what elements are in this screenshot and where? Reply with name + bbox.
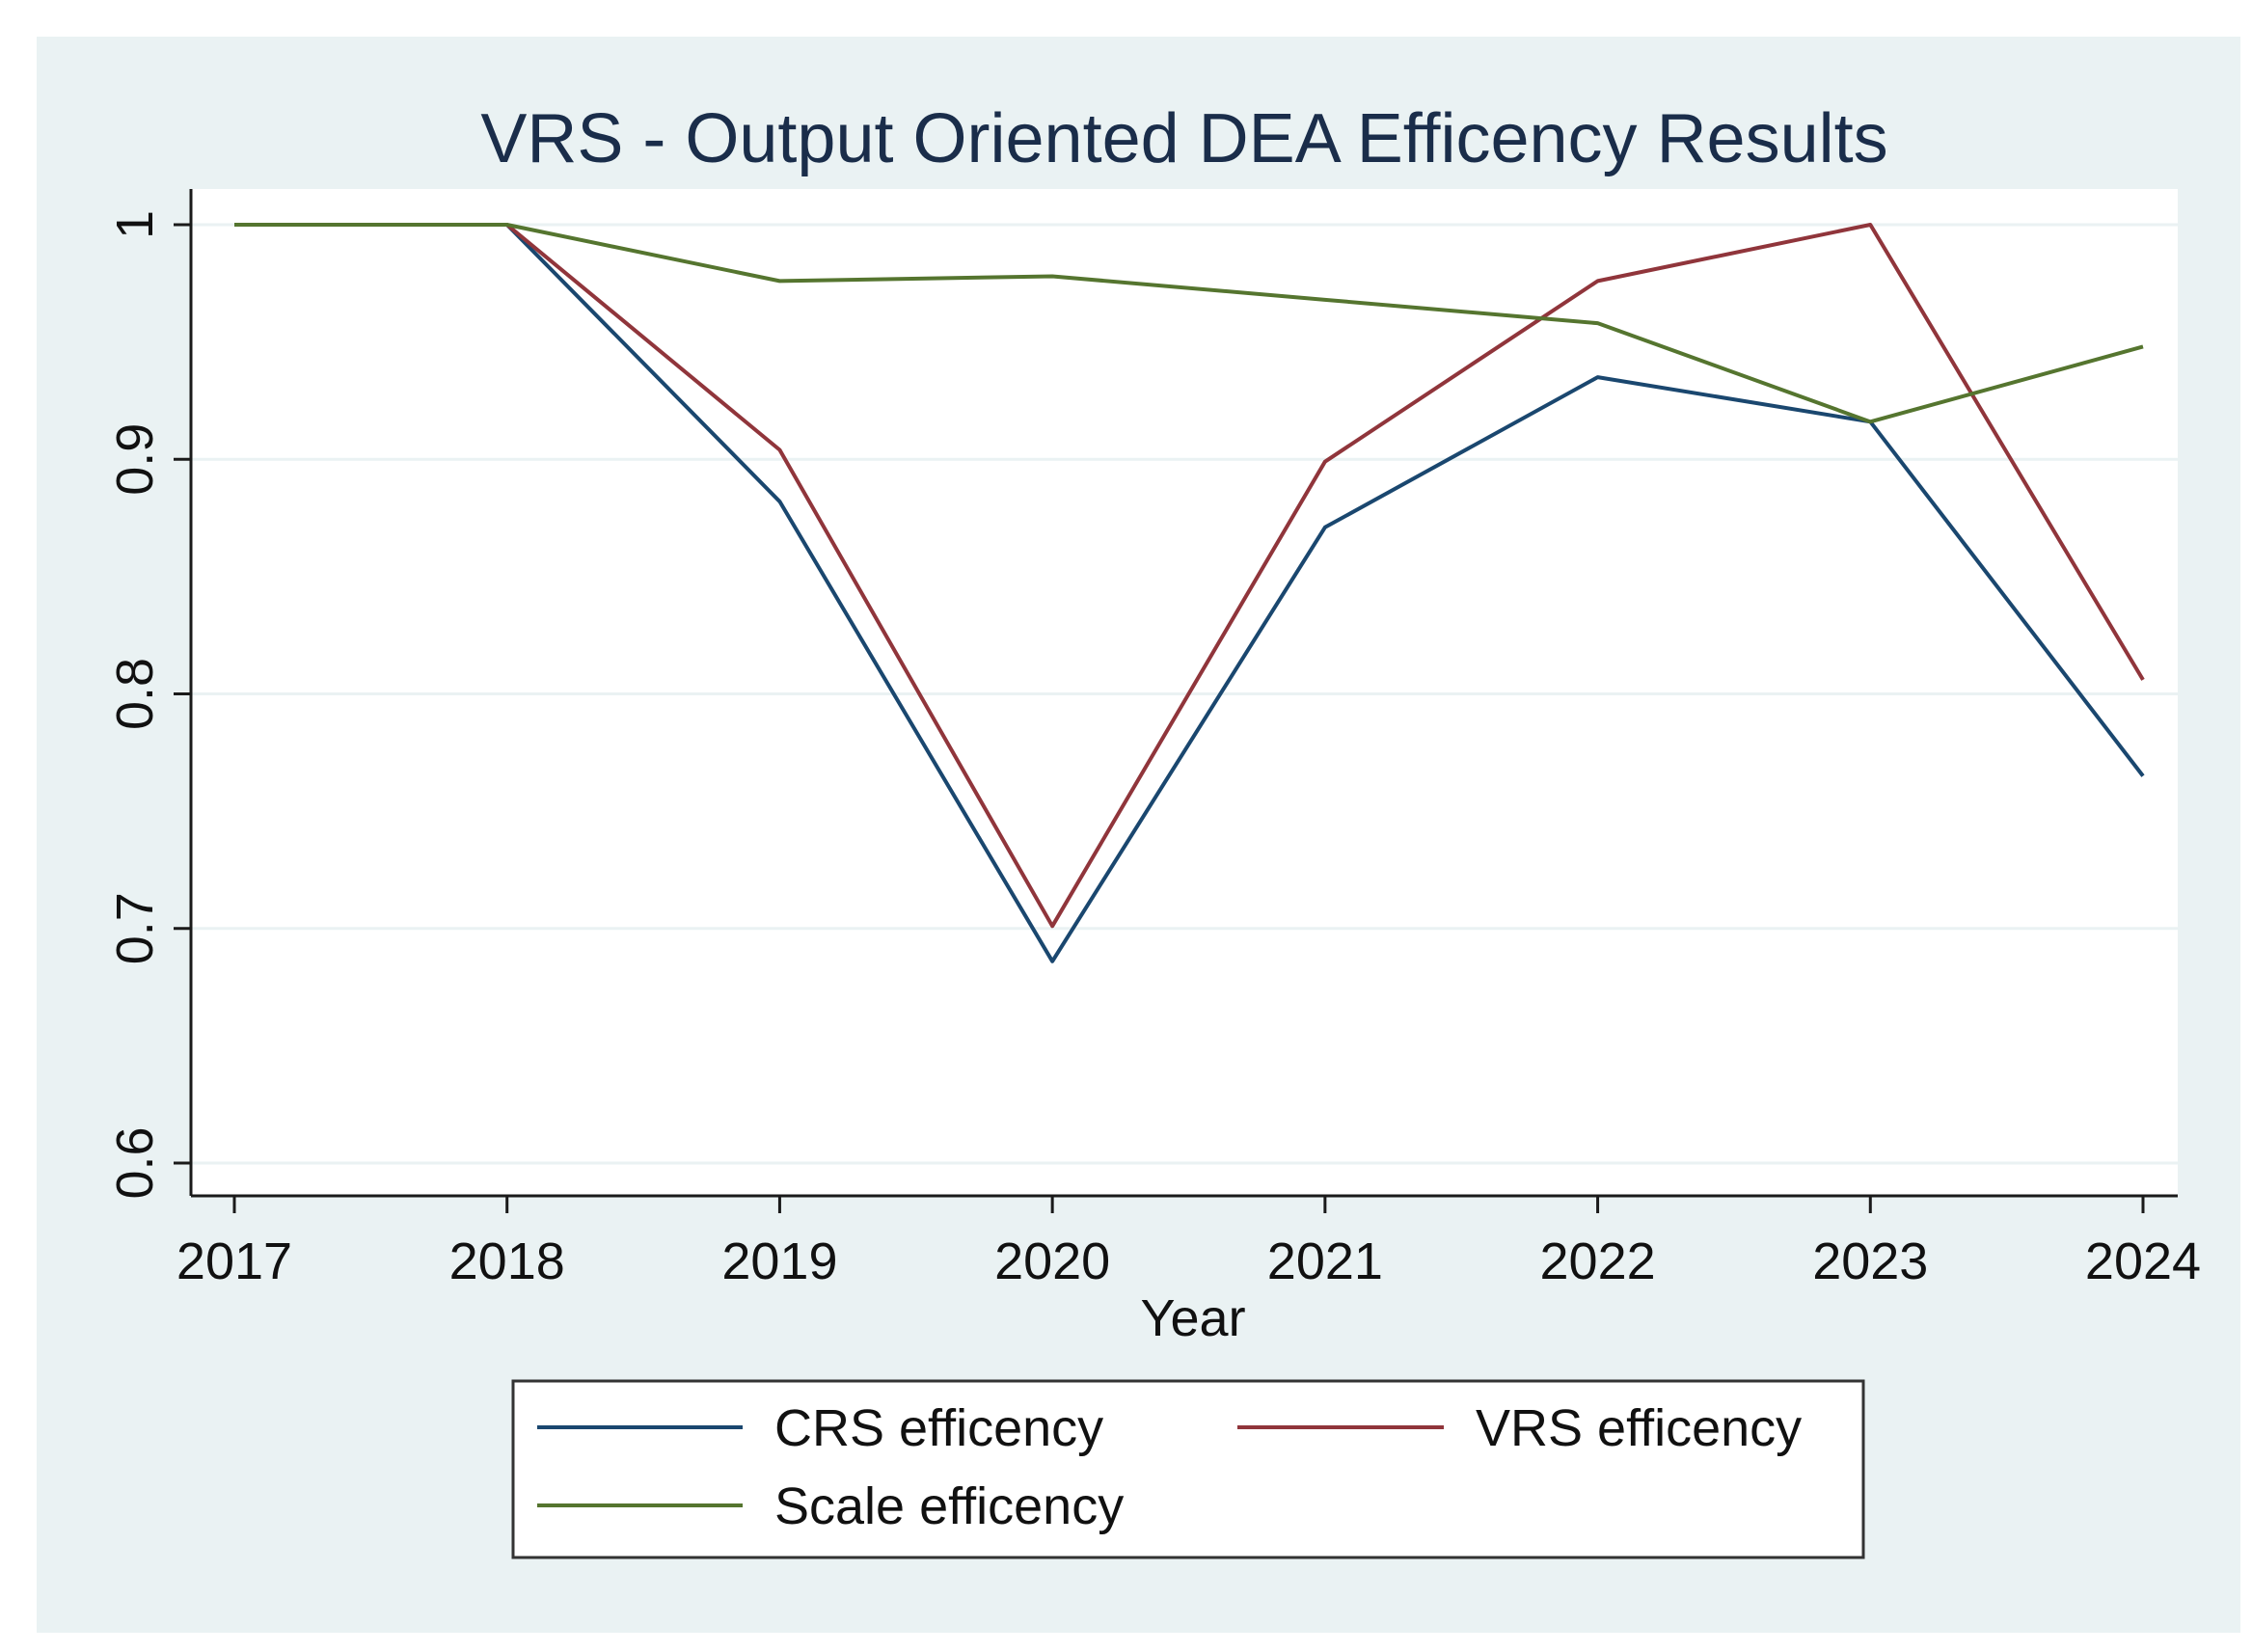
series-line-crs-efficency (234, 223, 2145, 963)
x-tick-label: 2021 (1267, 1232, 1383, 1290)
x-tick-label: 2024 (2085, 1232, 2201, 1290)
x-tick-label: 2020 (994, 1232, 1110, 1290)
y-tick-label: 1 (106, 210, 164, 239)
y-tick-label: 0.6 (106, 1126, 164, 1199)
x-tick-label: 2019 (721, 1232, 837, 1290)
y-tick-label: 0.7 (106, 892, 164, 964)
gridlines (191, 223, 2178, 1165)
y-tick-label: 0.9 (106, 423, 164, 496)
series-line-vrs-efficency (234, 223, 2145, 929)
x-axis-label: Year (1140, 1289, 1245, 1347)
x-axis-ticks: 2017 2018 2019 2020 2021 2022 2023 2024 (176, 1196, 2201, 1290)
y-tick-label: 0.8 (106, 658, 164, 730)
series-line-scale-efficency (234, 223, 2144, 424)
x-tick-label: 2018 (449, 1232, 565, 1290)
series-lines (234, 223, 2145, 963)
legend-label-crs-efficency: CRS efficency (774, 1399, 1103, 1457)
legend: CRS efficency VRS efficency Scale efficenc… (511, 1379, 1865, 1559)
x-tick-label: 2023 (1812, 1232, 1928, 1290)
chart-title: VRS - Output Oriented DEA Efficency Resu… (480, 100, 1887, 177)
legend-box (511, 1379, 1865, 1559)
x-tick-label: 2017 (176, 1232, 292, 1290)
legend-label-scale-efficency: Scale efficency (774, 1477, 1124, 1535)
y-axis-ticks: 0.6 0.7 0.8 0.9 1 (106, 210, 191, 1200)
x-tick-label: 2022 (1540, 1232, 1656, 1290)
legend-label-vrs-efficency: VRS efficency (1476, 1399, 1802, 1457)
